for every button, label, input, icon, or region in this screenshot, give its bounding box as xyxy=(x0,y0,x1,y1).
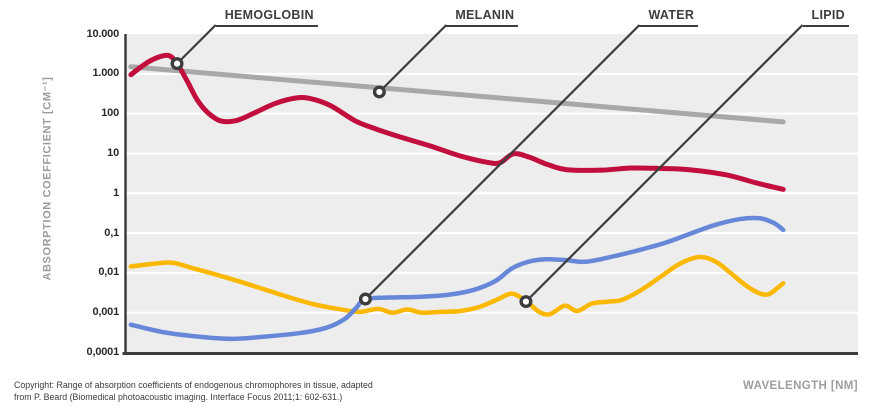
series-curve-melanin xyxy=(128,64,786,125)
marker-water xyxy=(358,292,372,306)
leader-line-hemoglobin xyxy=(176,24,217,65)
series-label-melanin: MELANIN xyxy=(446,8,519,27)
series-label-hemoglobin: HEMOGLOBIN xyxy=(215,8,318,27)
y-tick-label: 1.000 xyxy=(92,67,119,80)
leader-line-water xyxy=(364,24,641,300)
marker-melanin xyxy=(372,85,386,99)
y-tick-label: 100 xyxy=(101,107,119,120)
marker-hemoglobin xyxy=(170,57,184,71)
y-tick-label: 0,0001 xyxy=(86,346,120,358)
series-curve-lipid xyxy=(128,254,786,317)
leader-line-melanin xyxy=(378,24,448,93)
y-tick-label: 10 xyxy=(107,146,119,159)
marker-lipid xyxy=(519,295,533,309)
copyright-line-2: from P. Beard (Biomedical photoacoustic … xyxy=(14,392,343,402)
y-tick-label: 0,001 xyxy=(92,306,119,319)
series-curve-hemoglobin xyxy=(128,52,786,192)
y-axis-title: ABSORPTION COEFFICIENT [CM⁻¹] xyxy=(41,76,54,281)
copyright-line-1: Copyright: Range of absorption coefficie… xyxy=(14,380,373,390)
series-curve-water xyxy=(128,215,786,342)
copyright-note: Copyright: Range of absorption coefficie… xyxy=(14,379,373,403)
x-axis-title: WAVELENGTH [NM] xyxy=(742,380,858,392)
series-label-lipid: LIPID xyxy=(802,8,849,27)
y-tick-label: 10.000 xyxy=(86,27,120,40)
series-label-water: WATER xyxy=(639,8,699,27)
y-tick-label: 0,01 xyxy=(98,266,119,279)
y-tick-label: 0,1 xyxy=(104,226,119,239)
leader-line-lipid xyxy=(525,24,804,303)
y-tick-label: 1 xyxy=(113,186,119,199)
